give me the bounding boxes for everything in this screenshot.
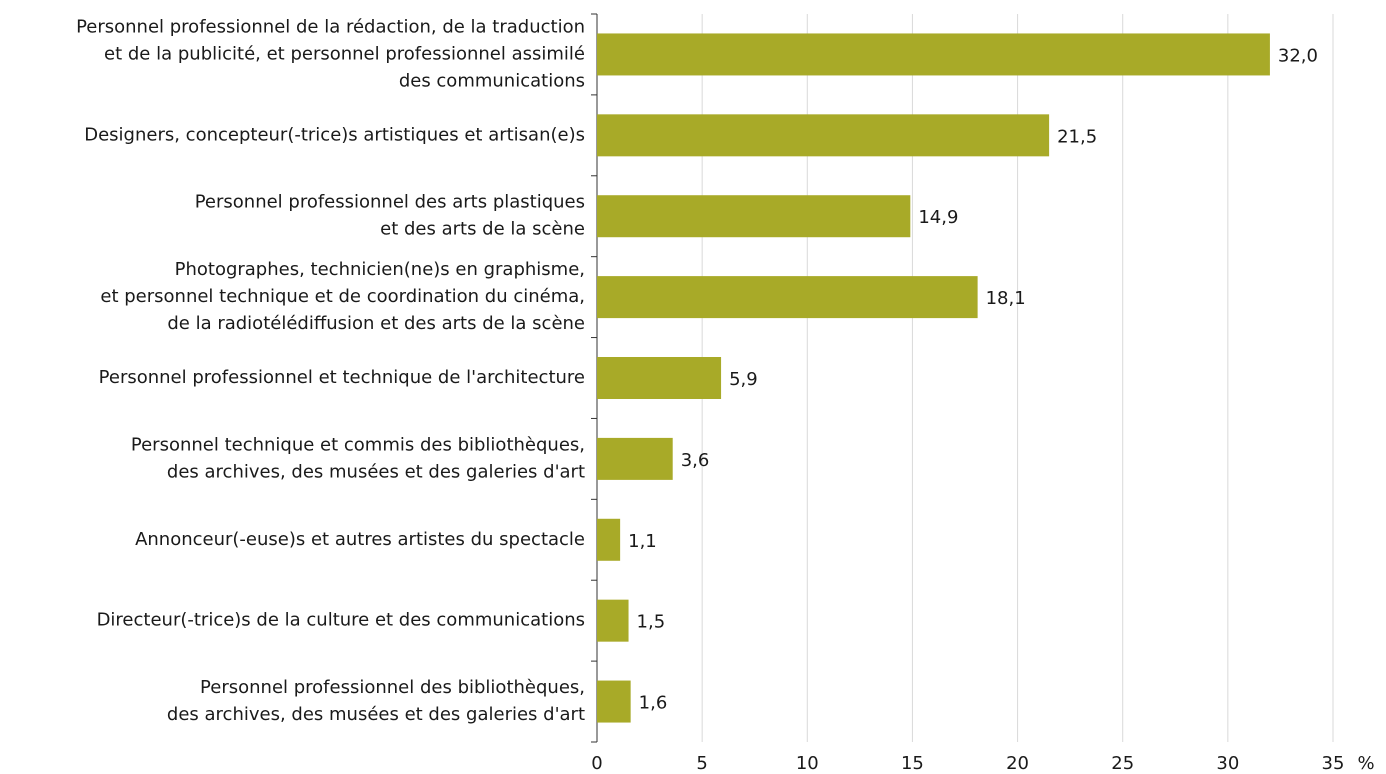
bar	[597, 33, 1270, 76]
y-tick-label: Personnel technique et commis des biblio…	[131, 434, 585, 482]
x-tick-label: 15	[901, 753, 924, 774]
bar	[597, 599, 629, 642]
data-label: 3,6	[681, 450, 710, 471]
y-tick-label: Photographes, technicien(ne)s en graphis…	[100, 259, 585, 334]
x-tick-label: 10	[796, 753, 819, 774]
x-tick-label: 35	[1322, 753, 1345, 774]
y-tick-label-line: Designers, concepteur(-trice)s artistiqu…	[84, 124, 585, 145]
y-tick-label-line: et de la publicité, et personnel profess…	[104, 43, 585, 64]
data-label: 1,6	[639, 693, 668, 714]
y-tick-label-line: Photographes, technicien(ne)s en graphis…	[175, 259, 585, 280]
data-label: 32,0	[1278, 45, 1318, 66]
y-tick-label-line: Personnel professionnel des bibliothèque…	[200, 677, 585, 698]
y-tick-label: Designers, concepteur(-trice)s artistiqu…	[84, 124, 585, 145]
y-tick-label-line: Personnel professionnel des arts plastiq…	[195, 192, 585, 213]
y-tick-label-line: des communications	[399, 70, 585, 91]
y-tick-label: Personnel professionnel de la rédaction,…	[76, 16, 585, 91]
y-tick-label-line: Personnel professionnel de la rédaction,…	[76, 16, 585, 37]
y-tick-label-line: Annonceur(-euse)s et autres artistes du …	[135, 529, 585, 550]
y-tick-label: Directeur(-trice)s de la culture et des …	[97, 610, 585, 631]
bar	[597, 357, 722, 399]
data-label: 14,9	[918, 207, 958, 228]
data-label: 5,9	[729, 369, 758, 390]
bar	[597, 195, 911, 238]
bar	[597, 680, 631, 723]
bar	[597, 437, 673, 480]
y-tick-label-line: des archives, des musées et des galeries…	[167, 704, 585, 725]
y-tick-label-line: Personnel technique et commis des biblio…	[131, 434, 585, 455]
data-label: 21,5	[1057, 126, 1097, 147]
y-tick-label: Personnel professionnel des arts plastiq…	[195, 192, 585, 240]
bar	[597, 114, 1050, 157]
x-axis-label: %	[1357, 753, 1374, 774]
data-label: 1,5	[637, 612, 666, 633]
y-tick-label-line: Directeur(-trice)s de la culture et des …	[97, 610, 585, 631]
y-tick-label-line: des archives, des musées et des galeries…	[167, 461, 585, 482]
y-tick-label: Personnel professionnel et technique de …	[99, 367, 585, 388]
y-tick-label-line: Personnel professionnel et technique de …	[99, 367, 585, 388]
y-tick-label-line: et personnel technique et de coordinatio…	[100, 286, 585, 307]
bar	[597, 276, 978, 319]
x-tick-label: 20	[1006, 753, 1029, 774]
data-label: 1,1	[628, 531, 657, 552]
y-tick-label-line: et des arts de la scène	[380, 219, 585, 240]
y-tick-label: Personnel professionnel des bibliothèque…	[167, 677, 585, 725]
x-tick-label: 30	[1216, 753, 1239, 774]
y-tick-label: Annonceur(-euse)s et autres artistes du …	[135, 529, 585, 550]
bar	[597, 518, 621, 561]
y-tick-label-line: de la radiotélédiffusion et des arts de …	[167, 313, 585, 334]
x-tick-label: 5	[696, 753, 707, 774]
data-label: 18,1	[986, 288, 1026, 309]
x-tick-label: 25	[1111, 753, 1134, 774]
x-tick-label: 0	[591, 753, 602, 774]
